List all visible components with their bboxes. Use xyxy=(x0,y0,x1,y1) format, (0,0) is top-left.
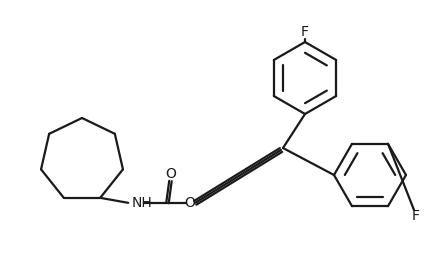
Text: O: O xyxy=(184,196,194,210)
Text: F: F xyxy=(412,209,420,223)
Text: F: F xyxy=(301,25,309,39)
Text: O: O xyxy=(165,167,176,181)
Text: NH: NH xyxy=(131,196,152,210)
